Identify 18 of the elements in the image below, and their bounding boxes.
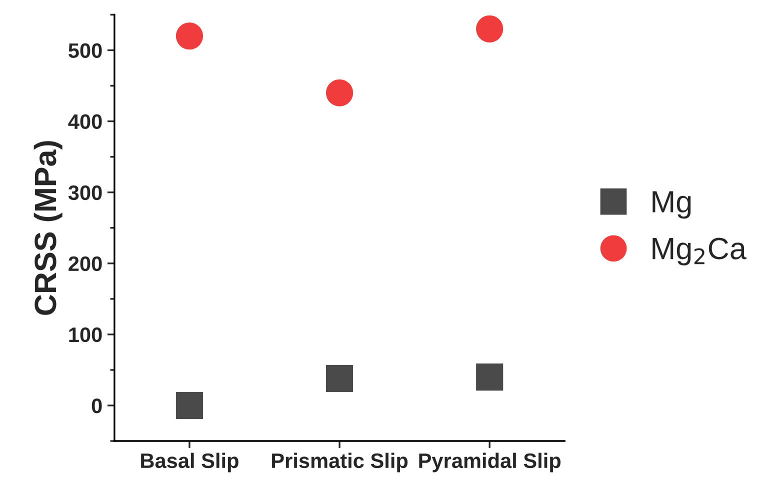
x-tick-label: Prismatic Slip [272,452,408,472]
y-tick-label: 400 [68,114,102,130]
point [476,364,504,391]
point [326,364,354,392]
legend-label: Mg$_{2}$Ca [652,238,746,266]
y-tick-label: 200 [68,256,102,272]
y-axis-title: CRSS (MPa) [34,141,62,315]
y-tick-label: 500 [68,43,102,58]
point [176,392,204,420]
y-tick-label: 0 [92,398,102,414]
x-tick-label: Pyramidal Slip [419,452,561,472]
point [176,22,204,50]
point [476,15,504,42]
legend-label: Mg [652,191,691,219]
y-tick-label: 100 [69,327,102,342]
y-tick-label: 300 [68,185,102,200]
x-tick-label: Basal Slip [141,452,238,472]
point [326,79,354,106]
